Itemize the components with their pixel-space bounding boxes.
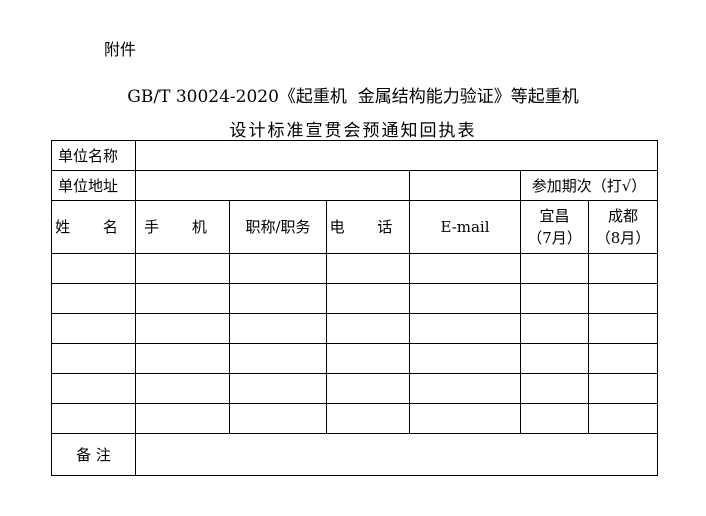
phone-cell[interactable]	[326, 343, 410, 374]
header-email: E-mail	[409, 200, 521, 254]
mobile-cell[interactable]	[135, 343, 230, 374]
session-label: 参加期次（打√）	[520, 170, 658, 201]
email-cell[interactable]	[409, 343, 521, 374]
unit-address-field[interactable]	[135, 170, 410, 201]
unit-name-label: 单位名称	[51, 140, 136, 171]
mobile-cell[interactable]	[135, 283, 230, 314]
table-row	[51, 313, 658, 344]
unit-address-label: 单位地址	[51, 170, 136, 201]
header-title: 职称/职务	[229, 200, 327, 254]
name-cell[interactable]	[51, 313, 136, 344]
name-cell[interactable]	[51, 403, 136, 434]
header-name: 姓 名	[51, 200, 136, 254]
header-chengdu: 成都 （8月）	[588, 200, 658, 254]
attachment-label: 附件	[104, 40, 137, 59]
phone-cell[interactable]	[326, 283, 410, 314]
title-cell[interactable]	[229, 313, 327, 344]
phone-cell[interactable]	[326, 373, 410, 404]
header-mobile: 手 机	[135, 200, 230, 254]
yichang-label: 宜昌	[539, 207, 570, 225]
title-cell[interactable]	[229, 283, 327, 314]
mobile-cell[interactable]	[135, 403, 230, 434]
email-cell[interactable]	[409, 253, 521, 284]
mobile-cell[interactable]	[135, 253, 230, 284]
email-cell[interactable]	[409, 283, 521, 314]
header-yichang: 宜昌 （7月）	[520, 200, 589, 254]
yichang-cell[interactable]	[520, 403, 589, 434]
table-row	[51, 253, 658, 284]
chengdu-cell[interactable]	[588, 313, 658, 344]
yichang-cell[interactable]	[520, 283, 589, 314]
chengdu-cell[interactable]	[588, 343, 658, 374]
table-row	[51, 373, 658, 404]
title-cell[interactable]	[229, 253, 327, 284]
name-cell[interactable]	[51, 283, 136, 314]
email-cell[interactable]	[409, 313, 521, 344]
header-phone: 电 话	[326, 200, 410, 254]
table-row	[51, 343, 658, 374]
title-line-1: GB/T 30024-2020《起重机 金属结构能力验证》等起重机	[127, 87, 579, 107]
title-cell[interactable]	[229, 403, 327, 434]
name-cell[interactable]	[51, 253, 136, 284]
title-line-2: 设计标准宣贯会预通知回执表	[229, 121, 477, 141]
chengdu-cell[interactable]	[588, 403, 658, 434]
unit-address-extra-field[interactable]	[409, 170, 521, 201]
chengdu-cell[interactable]	[588, 283, 658, 314]
table-row	[51, 283, 658, 314]
title-cell[interactable]	[229, 373, 327, 404]
receipt-form-table: 单位名称 单位地址 参加期次（打√） 姓 名 手 机 职称/职务 电 话 E-m…	[51, 140, 658, 476]
yichang-month: （7月）	[527, 229, 582, 247]
yichang-cell[interactable]	[520, 343, 589, 374]
email-cell[interactable]	[409, 373, 521, 404]
chengdu-month: （8月）	[595, 229, 651, 247]
phone-cell[interactable]	[326, 403, 410, 434]
name-cell[interactable]	[51, 373, 136, 404]
unit-name-field[interactable]	[135, 140, 658, 171]
mobile-cell[interactable]	[135, 313, 230, 344]
mobile-cell[interactable]	[135, 373, 230, 404]
yichang-cell[interactable]	[520, 313, 589, 344]
chengdu-cell[interactable]	[588, 373, 658, 404]
table-row	[51, 403, 658, 434]
email-cell[interactable]	[409, 403, 521, 434]
yichang-cell[interactable]	[520, 373, 589, 404]
chengdu-label: 成都	[607, 207, 638, 225]
name-cell[interactable]	[51, 343, 136, 374]
yichang-cell[interactable]	[520, 253, 589, 284]
remarks-label: 备 注	[51, 433, 136, 476]
title-cell[interactable]	[229, 343, 327, 374]
phone-cell[interactable]	[326, 313, 410, 344]
chengdu-cell[interactable]	[588, 253, 658, 284]
remarks-field[interactable]	[135, 433, 658, 476]
phone-cell[interactable]	[326, 253, 410, 284]
